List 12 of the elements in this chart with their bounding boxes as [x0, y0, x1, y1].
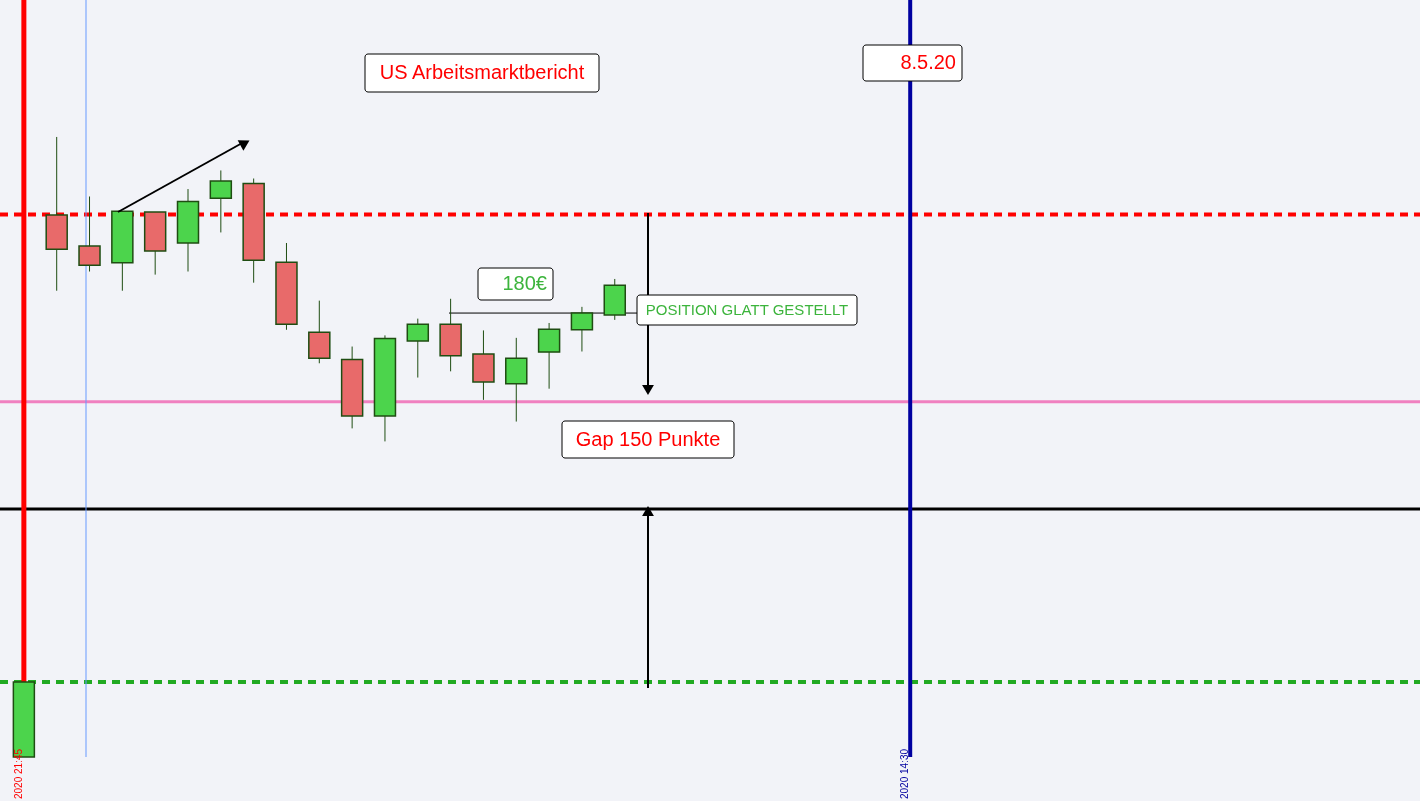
candlestick	[209, 169, 233, 233]
ref-line-label: 8.5.20	[900, 51, 956, 73]
candlestick	[406, 318, 430, 379]
annotation: Gap 150 Punkte	[575, 427, 721, 450]
text: US Arbeitsmarktbericht	[379, 61, 585, 83]
annotation: 180€	[502, 272, 547, 294]
x-tick-label: 2020 21:45	[12, 748, 24, 799]
candlestick	[570, 306, 594, 352]
candlestick	[78, 195, 101, 273]
ref-line-label: POSITION GLATT GESTELLT	[645, 301, 849, 318]
x-tick-label: 2020 14:30	[899, 748, 911, 799]
candlestick	[537, 322, 561, 390]
